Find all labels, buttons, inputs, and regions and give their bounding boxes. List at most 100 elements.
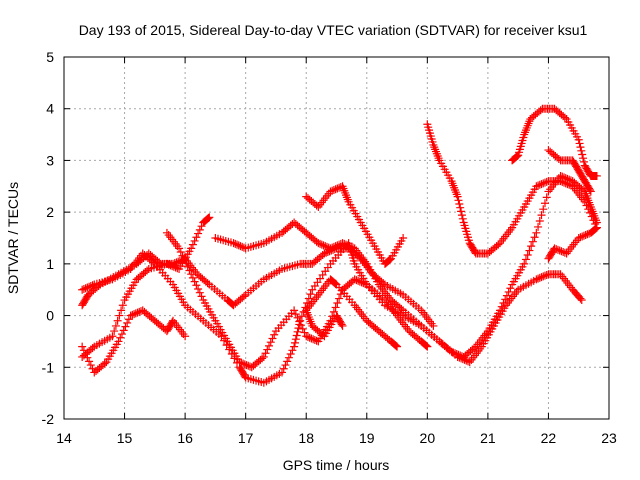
data-point xyxy=(539,179,548,188)
data-point xyxy=(195,225,204,234)
data-point xyxy=(494,240,503,249)
y-tick-label: 0 xyxy=(46,308,54,324)
data-point xyxy=(187,270,196,279)
data-point xyxy=(286,349,295,358)
data-point xyxy=(326,187,335,196)
data-point xyxy=(455,200,464,209)
data-point xyxy=(176,248,185,257)
data-point xyxy=(113,316,122,325)
data-point xyxy=(307,334,316,343)
data-point xyxy=(284,353,293,362)
data-point xyxy=(579,231,588,240)
data-point xyxy=(338,239,347,248)
data-point xyxy=(574,135,583,144)
data-point xyxy=(385,256,394,265)
x-axis-ticks: 14 15 16 17 18 19 20 21 22 23 xyxy=(56,57,617,446)
data-point xyxy=(229,239,238,248)
data-point xyxy=(361,279,370,288)
data-point xyxy=(423,342,432,351)
data-point xyxy=(335,294,344,303)
data-point xyxy=(316,239,325,248)
data-point xyxy=(399,234,408,242)
data-point xyxy=(583,230,592,239)
series-track-i xyxy=(423,120,601,258)
data-point xyxy=(171,263,180,272)
data-point xyxy=(197,222,206,231)
data-point xyxy=(279,364,288,373)
series-track-a xyxy=(78,239,586,387)
plot-frame xyxy=(63,56,610,420)
data-point xyxy=(238,242,247,251)
data-point xyxy=(298,324,307,333)
x-tick-label: 19 xyxy=(359,430,375,446)
data-point xyxy=(309,335,318,344)
data-point xyxy=(391,341,400,350)
data-point xyxy=(539,205,548,214)
data-point xyxy=(359,279,368,288)
x-tick-label: 15 xyxy=(117,430,133,446)
data-point xyxy=(121,322,130,331)
data-point xyxy=(463,357,472,366)
data-point xyxy=(534,274,543,283)
data-point xyxy=(322,242,331,251)
data-point xyxy=(577,146,586,155)
data-point xyxy=(185,266,194,275)
data-point xyxy=(178,251,187,260)
data-point xyxy=(162,259,171,268)
data-point xyxy=(535,217,544,226)
data-point xyxy=(88,344,97,353)
data-point xyxy=(181,259,190,268)
y-tick-label: 5 xyxy=(46,49,54,65)
data-point xyxy=(585,208,594,217)
data-point xyxy=(114,337,123,346)
data-point xyxy=(497,302,506,311)
data-point xyxy=(574,234,583,242)
data-point xyxy=(314,239,323,248)
data-point xyxy=(553,245,562,254)
data-point xyxy=(592,224,601,233)
data-point xyxy=(259,352,268,361)
data-point xyxy=(340,239,349,248)
data-point xyxy=(347,242,356,251)
data-point xyxy=(300,328,309,337)
data-point xyxy=(133,308,142,317)
data-point xyxy=(521,255,530,264)
data-point xyxy=(108,332,117,341)
data-point xyxy=(126,311,135,320)
data-point xyxy=(422,341,431,350)
data-point xyxy=(310,335,319,344)
data-point xyxy=(292,331,301,340)
data-point xyxy=(321,242,330,251)
x-tick-label: 17 xyxy=(238,430,254,446)
data-point xyxy=(578,232,587,241)
data-point xyxy=(350,275,359,284)
data-point xyxy=(194,229,203,238)
data-point xyxy=(579,154,588,163)
data-point xyxy=(302,332,311,341)
data-point xyxy=(192,233,201,242)
data-point xyxy=(204,214,213,223)
data-point xyxy=(181,332,190,341)
data-point xyxy=(290,342,299,351)
data-point xyxy=(83,283,92,292)
data-point xyxy=(117,330,126,339)
data-point xyxy=(560,248,569,257)
data-point xyxy=(576,143,585,152)
data-point xyxy=(580,197,589,206)
data-point xyxy=(504,287,513,296)
data-point xyxy=(331,303,340,312)
data-point xyxy=(322,248,331,257)
data-point xyxy=(575,139,584,148)
data-point xyxy=(328,243,337,252)
data-point xyxy=(79,284,88,293)
data-point xyxy=(164,260,173,269)
data-point xyxy=(205,213,214,222)
data-point xyxy=(539,272,548,281)
series-track-l xyxy=(544,223,601,263)
data-point xyxy=(128,310,137,319)
data-point xyxy=(578,150,587,159)
data-point xyxy=(513,151,522,160)
data-point xyxy=(331,242,340,251)
y-axis-label: SDTVAR / TECUs xyxy=(5,182,21,294)
